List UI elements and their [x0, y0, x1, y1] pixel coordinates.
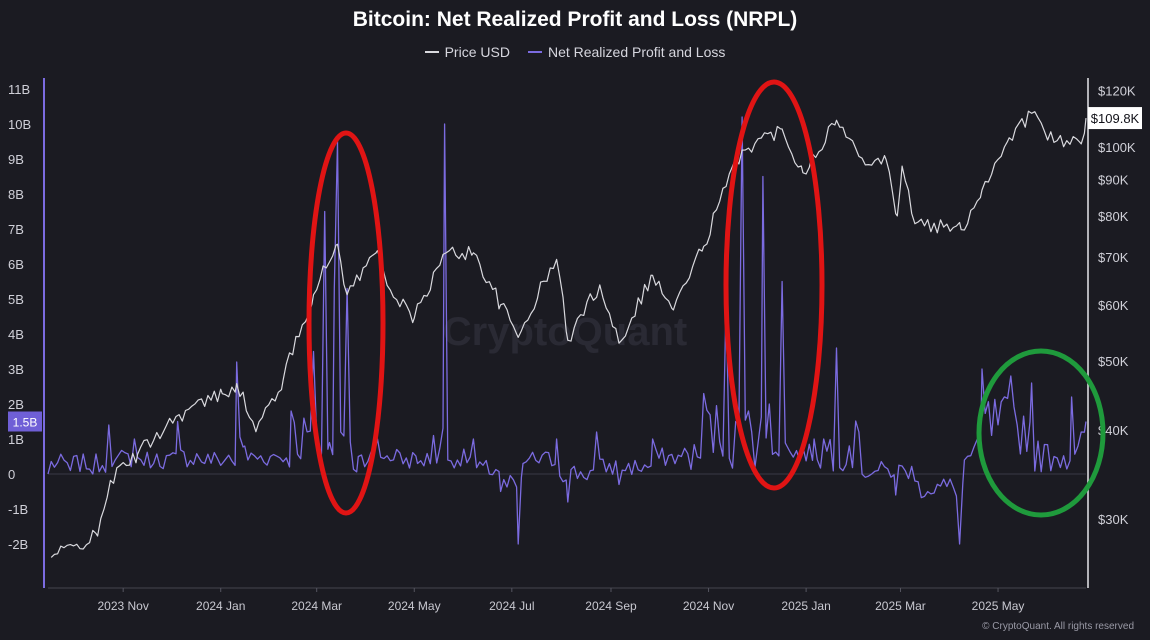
y-right-tick-label: $60K — [1098, 298, 1129, 313]
x-tick-label: 2023 Nov — [97, 599, 148, 613]
copyright-text: © CryptoQuant. All rights reserved — [982, 621, 1134, 632]
legend-item-price[interactable]: Price USD — [424, 44, 510, 60]
series-price-line — [50, 110, 1087, 558]
x-tick-label: 2024 May — [388, 599, 441, 613]
y-left-tick-label: 11B — [8, 82, 30, 97]
x-tick-label: 2025 Mar — [875, 599, 926, 613]
y-right-tick-label: $40K — [1098, 423, 1129, 438]
x-tick-label: 2024 Jul — [489, 599, 534, 613]
x-tick-label: 2024 Jan — [196, 599, 245, 613]
y-right-tick-label: $50K — [1098, 354, 1129, 369]
left-current-value-label: 1.5B — [13, 416, 38, 430]
legend-swatch-price — [424, 51, 439, 53]
y-left-tick-label: 10B — [8, 117, 31, 132]
legend-item-nrpl[interactable]: Net Realized Profit and Loss — [527, 44, 726, 60]
x-tick-label: 2024 Sep — [585, 599, 637, 613]
y-right-tick-label: $90K — [1098, 173, 1129, 188]
y-left-tick-label: 4B — [8, 327, 24, 342]
legend-label-price: Price USD — [444, 44, 510, 60]
y-right-tick-label: $70K — [1098, 250, 1129, 265]
legend-swatch-nrpl — [527, 51, 542, 53]
left-current-value-badge — [8, 411, 42, 432]
y-left-tick-label: -1B — [8, 502, 28, 517]
x-tick-label: 2025 Jan — [781, 599, 830, 613]
y-left-tick-label: 0 — [8, 467, 15, 482]
y-left-tick-label: 2B — [8, 397, 24, 412]
right-current-value-badge — [1088, 107, 1142, 130]
chart-title: Bitcoin: Net Realized Profit and Loss (N… — [352, 8, 798, 31]
y-left-tick-label: 9B — [8, 152, 24, 167]
highlight-ellipse-march-2024 — [306, 130, 386, 516]
legend: Price USD Net Realized Profit and Loss — [0, 44, 1150, 60]
y-right-tick-label: $30K — [1098, 512, 1129, 527]
x-tick-label: 2024 Nov — [683, 599, 734, 613]
y-right-tick-label: $120K — [1098, 84, 1136, 99]
y-left-tick-label: 6B — [8, 257, 24, 272]
series-nrpl-line — [47, 116, 1087, 545]
y-left-tick-label: 3B — [8, 362, 24, 377]
y-left-tick-label: 1B — [8, 432, 24, 447]
y-right-tick-label: $80K — [1098, 209, 1129, 224]
y-left-tick-label: -2B — [8, 537, 28, 552]
right-current-value-label: $109.8K — [1091, 111, 1140, 126]
y-left-tick-label: 7B — [8, 222, 24, 237]
x-tick-label: 2025 May — [972, 599, 1025, 613]
y-right-tick-label: $100K — [1098, 140, 1136, 155]
x-tick-label: 2024 Mar — [291, 599, 342, 613]
highlight-ellipse-dec-2024 — [723, 79, 825, 491]
y-left-tick-label: 5B — [8, 292, 24, 307]
highlight-ellipse-may-2025 — [976, 348, 1106, 518]
legend-label-nrpl: Net Realized Profit and Loss — [547, 44, 726, 60]
y-left-tick-label: 8B — [8, 187, 24, 202]
